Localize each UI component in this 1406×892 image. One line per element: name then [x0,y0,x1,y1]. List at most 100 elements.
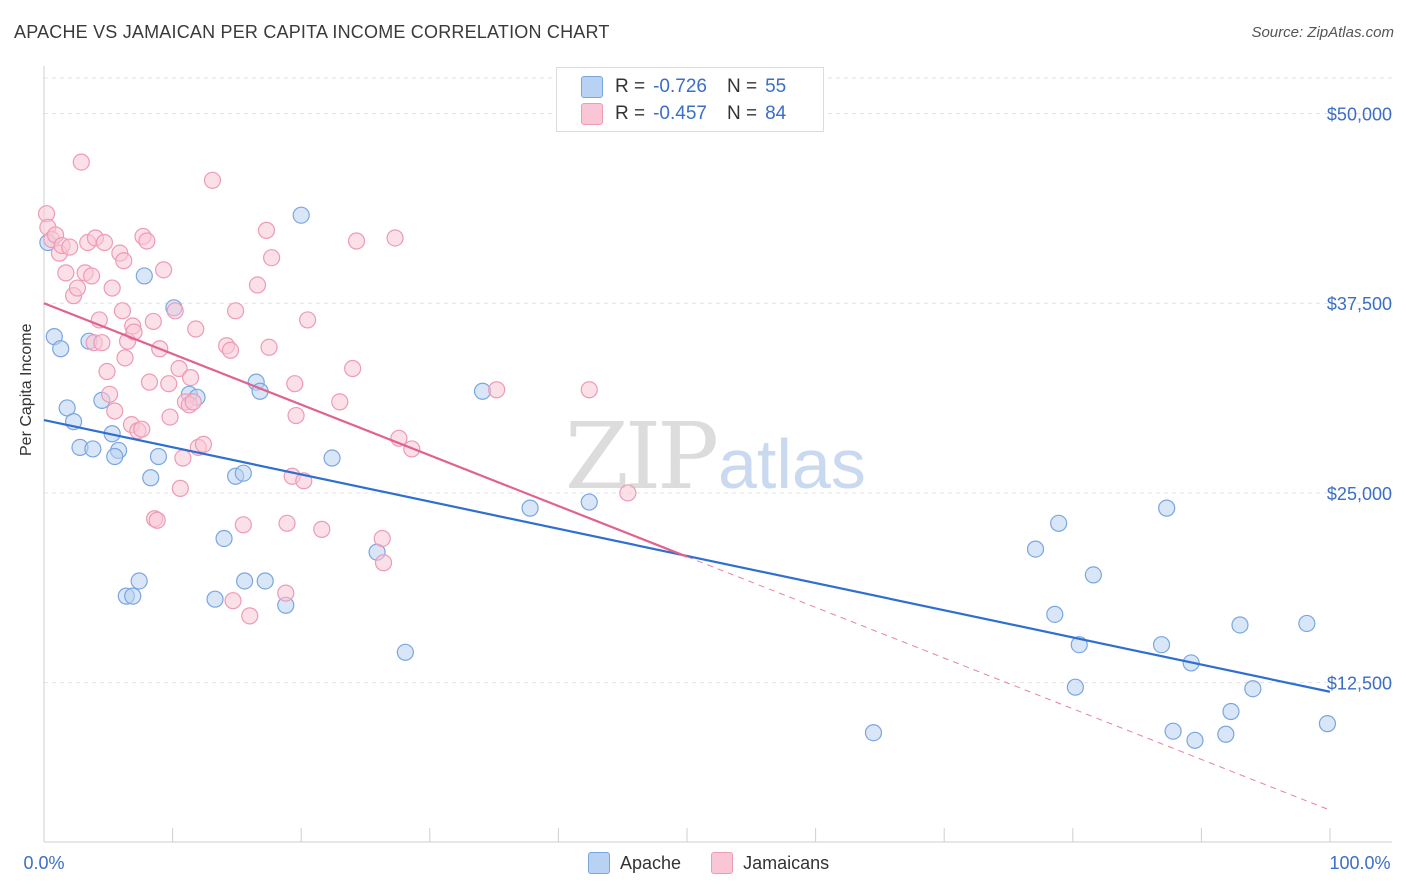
jamaican-point [113,302,132,320]
jamaican-point [248,276,267,294]
jamaicans-n-label: N = [726,103,758,124]
jamaicans-legend-swatch [711,852,734,874]
jamaican-point [171,479,189,497]
apache-point [206,590,224,608]
apache-point [52,340,70,358]
jamaican-point [344,359,362,378]
apache-r-value: -0.726 [653,76,707,97]
apache-point [106,447,124,466]
apache-point [1050,514,1068,532]
jamaican-point [373,529,391,548]
apache-point [864,724,883,742]
jamaicans-swatch [581,103,603,125]
apache-point [256,572,274,590]
apache-point [1046,605,1064,623]
apache-point [1298,614,1316,633]
apache-n-value: 55 [765,76,787,97]
jamaican-point [100,385,119,403]
jamaican-point [68,279,87,297]
apache-point [396,643,414,661]
apache-point [135,267,153,285]
jamaican-point [187,320,205,338]
apache-point [1152,636,1171,654]
apache-point [1318,715,1337,733]
jamaican-point [347,232,366,250]
jamaicans-trend-line-extension [686,556,1331,811]
jamaican-point [286,375,304,393]
apache-legend-swatch [588,852,610,874]
jamaican-point [488,381,506,399]
jamaican-point [331,393,349,411]
y-tick-label: $50,000 [1327,105,1392,125]
apache-point [215,529,233,548]
jamaican-point [133,420,151,438]
legend-item-apache: Apache [588,852,681,874]
apache-point [130,572,148,590]
apache-swatch [581,76,603,98]
apache-point [124,587,142,605]
y-tick-label: $25,000 [1327,484,1392,504]
jamaican-point [154,261,173,279]
y-axis-label: Per Capita Income [18,323,35,456]
chart-title: APACHE VS JAMAICAN PER CAPITA INCOME COR… [14,22,610,42]
jamaican-point [299,311,317,329]
apache-point [292,206,310,224]
jamaican-point [148,511,166,529]
jamaican-point [227,302,245,320]
x-tick-label-max: 100.0% [1329,853,1390,873]
jamaican-point [115,252,133,270]
jamaicans-r-label: R = [615,103,646,124]
jamaican-point [241,607,259,625]
jamaicans-n-value: 84 [765,103,787,124]
apache-point [149,447,168,466]
apache-point [580,493,598,511]
legend-row-jamaicans: R = -0.457 N = 84 [581,103,786,125]
jamaican-point [221,341,240,359]
jamaican-point [170,359,188,378]
jamaican-point [194,435,213,453]
legend-item-jamaicans: Jamaicans [711,852,829,874]
apache-point [1244,680,1262,698]
jamaican-point [374,554,393,572]
jamaican-point [386,229,404,247]
jamaican-point [160,375,178,393]
jamaicans-r-value: -0.457 [653,103,707,124]
jamaican-point [106,402,124,420]
jamaican-point [260,338,278,356]
apache-point [234,464,252,482]
jamaican-point [61,238,79,256]
jamaican-point [234,516,252,534]
jamaican-point [93,334,111,352]
apache-point [142,469,160,487]
apache-point [1084,566,1102,584]
apache-point [473,382,492,400]
jamaican-point [313,520,331,538]
jamaican-point [57,264,75,282]
watermark-atlas: atlas [718,425,866,503]
watermark-zip: ZIP [565,403,716,510]
jamaican-point [580,381,598,399]
legend-row-apache: R = -0.726 N = 55 [581,76,786,98]
correlation-legend: R = -0.726 N = 55 R = -0.457 N = 84 [556,67,824,132]
jamaican-point [277,584,295,602]
jamaican-point [278,514,296,532]
apache-point [1066,678,1084,696]
jamaican-point [182,369,200,387]
jamaican-point [619,484,637,502]
chart-source: Source: ZipAtlas.com [1251,24,1394,41]
y-tick-label: $37,500 [1327,294,1392,314]
apache-point [1026,540,1045,558]
apache-point [323,449,341,467]
jamaicans-trend-line [43,302,688,558]
jamaican-point [257,221,276,239]
jamaican-point [82,267,101,285]
apache-point [84,440,102,458]
jamaican-point [116,349,134,367]
jamaican-point [203,171,222,189]
jamaican-point [98,362,116,381]
jamaican-point [140,373,159,391]
apache-point [521,499,539,517]
apache-point [1158,499,1176,517]
jamaican-point [174,449,192,467]
